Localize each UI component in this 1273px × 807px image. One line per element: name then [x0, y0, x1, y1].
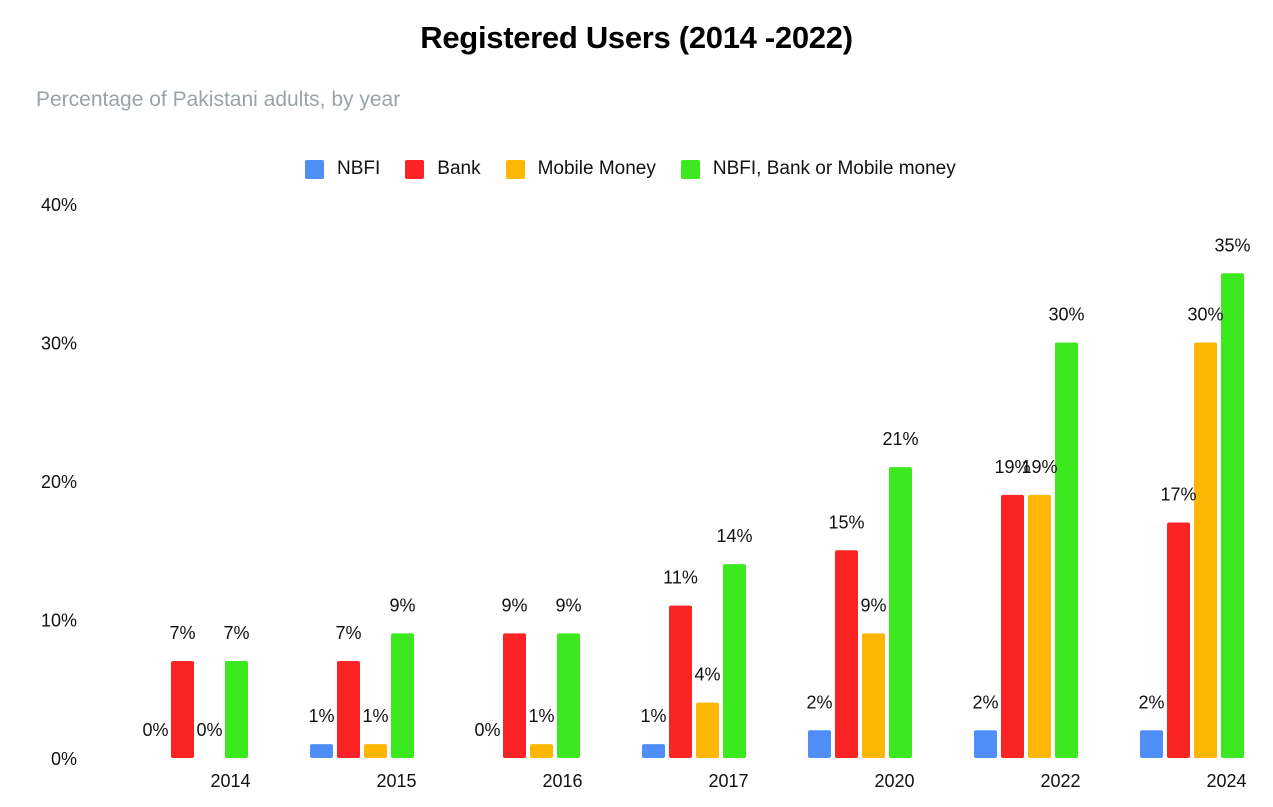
data-label: 1%	[640, 706, 666, 726]
bar	[835, 550, 858, 758]
data-label: 19%	[994, 457, 1030, 477]
bar	[337, 661, 360, 758]
data-label: 1%	[528, 706, 554, 726]
chart-subtitle: Percentage of Pakistani adults, by year	[36, 88, 401, 111]
bar	[642, 744, 665, 758]
legend-label-bank: Bank	[437, 158, 481, 179]
data-label: 1%	[362, 706, 388, 726]
bar	[1055, 342, 1078, 758]
bar	[310, 744, 333, 758]
legend-label-nbfi: NBFI	[337, 158, 381, 179]
x-tick-label: 2024	[1206, 771, 1246, 791]
legend-swatch-any-account	[680, 159, 700, 179]
y-tick-label: 30%	[41, 334, 77, 354]
bar	[225, 661, 248, 758]
data-label: 9%	[389, 595, 415, 615]
data-labels: 0% 7% 0% 7% 1% 7% 1% 9% 0% 9% 1% 9% 1% 11% 4% 14% 2% 15% 9…	[142, 235, 1250, 740]
x-tick-label: 2015	[376, 771, 416, 791]
bar	[1140, 730, 1163, 758]
bar	[1221, 273, 1244, 758]
data-label: 0%	[142, 720, 168, 740]
data-label: 17%	[1160, 485, 1196, 505]
x-tick-label: 2022	[1040, 771, 1080, 791]
legend-item-bank: Bank	[405, 158, 481, 180]
bar	[1167, 522, 1190, 758]
data-label: 2%	[806, 692, 832, 712]
bar	[530, 744, 553, 758]
x-tick-label: 2017	[708, 771, 748, 791]
chart-legend: NBFI Bank Mobile Money NBFI, Bank or Mob…	[305, 158, 981, 180]
bar	[723, 564, 746, 758]
legend-label-mobile-money: Mobile Money	[537, 158, 656, 179]
bar	[696, 702, 719, 758]
data-label: 21%	[882, 429, 918, 449]
legend-item-mobile-money: Mobile Money	[505, 158, 656, 180]
bar	[557, 633, 580, 758]
data-label: 7%	[223, 623, 249, 643]
data-label: 30%	[1187, 305, 1223, 325]
data-label: 9%	[555, 595, 581, 615]
y-tick-label: 20%	[41, 472, 77, 492]
data-label: 0%	[196, 720, 222, 740]
bar	[862, 633, 885, 758]
data-label: 30%	[1048, 305, 1084, 325]
legend-label-any-account: NBFI, Bank or Mobile money	[712, 158, 956, 179]
bar	[808, 730, 831, 758]
data-label: 19%	[1021, 457, 1057, 477]
data-label: 35%	[1214, 235, 1250, 255]
x-axis: 2014 2015 2016 2017 2020 2022 2024	[210, 771, 1246, 791]
legend-swatch-bank	[405, 159, 425, 179]
bar	[1001, 494, 1024, 758]
bar	[364, 744, 387, 758]
data-label: 9%	[860, 595, 886, 615]
legend-item-nbfi: NBFI	[305, 158, 380, 180]
data-label: 7%	[169, 623, 195, 643]
y-tick-label: 0%	[51, 749, 77, 769]
legend-item-any-account: NBFI, Bank or Mobile money	[680, 158, 956, 180]
bar	[1194, 342, 1217, 758]
bar	[1028, 494, 1051, 758]
x-tick-label: 2014	[210, 771, 250, 791]
data-label: 14%	[716, 526, 752, 546]
bar-series	[171, 273, 1244, 758]
legend-swatch-mobile-money	[505, 159, 525, 179]
data-label: 1%	[308, 706, 334, 726]
bar	[391, 633, 414, 758]
bar	[503, 633, 526, 758]
bar	[889, 467, 912, 758]
data-label: 7%	[335, 623, 361, 643]
y-tick-label: 10%	[41, 611, 77, 631]
chart-title: Registered Users (2014 -2022)	[420, 20, 853, 55]
data-label: 2%	[1138, 692, 1164, 712]
y-axis: 0% 10% 20% 30% 40%	[41, 195, 77, 769]
data-label: 9%	[501, 595, 527, 615]
bar	[171, 661, 194, 758]
bar	[974, 730, 997, 758]
data-label: 2%	[972, 692, 998, 712]
legend-swatch-nbfi	[305, 159, 324, 179]
data-label: 11%	[663, 568, 698, 588]
x-tick-label: 2016	[542, 771, 582, 791]
y-tick-label: 40%	[41, 195, 77, 215]
bar	[669, 605, 692, 758]
x-tick-label: 2020	[874, 771, 914, 791]
data-label: 15%	[828, 512, 864, 532]
data-label: 0%	[474, 720, 500, 740]
data-label: 4%	[694, 665, 720, 685]
